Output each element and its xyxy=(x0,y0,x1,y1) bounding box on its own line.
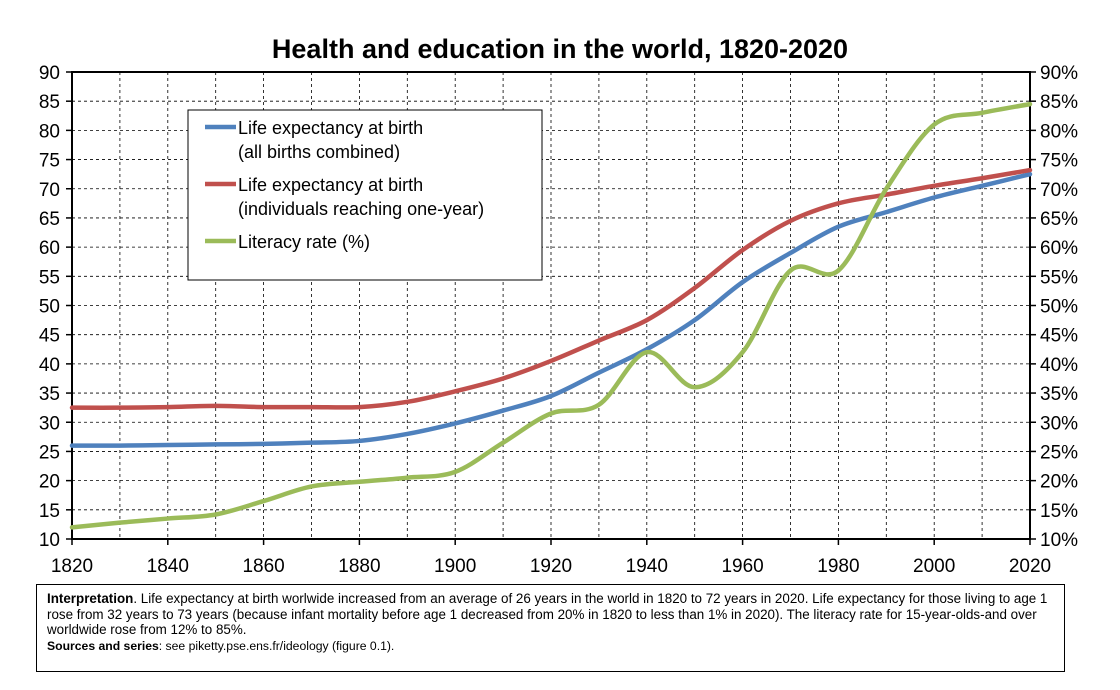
chart-title: Health and education in the world, 1820-… xyxy=(271,34,849,64)
x-tick-label: 1900 xyxy=(434,556,476,577)
y-tick-label-right: 85% xyxy=(1040,92,1078,113)
x-tick-label: 1960 xyxy=(721,556,763,577)
legend-label-sub: (individuals reaching one-year) xyxy=(238,199,484,219)
y-tick-label-left: 35 xyxy=(39,384,60,405)
y-tick-label-left: 50 xyxy=(39,297,60,318)
y-tick-label-right: 40% xyxy=(1040,355,1078,376)
series-line-literacy-rate xyxy=(69,101,1033,530)
y-tick-label-left: 30 xyxy=(39,413,60,434)
chart-svg: 10 15 20 25 30 35 40 45 50 55 60 65 70 75 80 85 90 10% 15%… xyxy=(39,63,1078,577)
sources-text: : see piketty.pse.ens.fr/ideology (figur… xyxy=(158,638,395,653)
interpretation-paragraph: Interpretation. Life expectancy at birth… xyxy=(47,591,1054,638)
y-tick-label-left: 85 xyxy=(39,92,60,113)
y-tick-label-right: 20% xyxy=(1040,472,1078,493)
x-tick-label: 1840 xyxy=(147,556,189,577)
y-tick-label-left: 80 xyxy=(39,121,60,142)
y-tick-label-right: 75% xyxy=(1040,151,1078,172)
y-tick-label-left: 25 xyxy=(39,442,60,463)
legend-label: Life expectancy at birth xyxy=(238,175,423,195)
legend-label: Life expectancy at birth xyxy=(238,118,423,138)
y-tick-label-right: 80% xyxy=(1040,121,1078,142)
interpretation-label: Interpretation xyxy=(47,591,134,606)
y-tick-label-left: 75 xyxy=(39,151,60,172)
x-tick-label: 2020 xyxy=(1009,556,1051,577)
legend-label-sub: (all births combined) xyxy=(238,142,400,162)
series-layer xyxy=(69,101,1033,530)
y-tick-label-right: 60% xyxy=(1040,238,1078,259)
y-tick-label-right: 30% xyxy=(1040,413,1078,434)
y-tick-label-right: 50% xyxy=(1040,297,1078,318)
x-tick-label: 1980 xyxy=(817,556,859,577)
y-tick-label-left: 60 xyxy=(39,238,60,259)
y-tick-label-left: 70 xyxy=(39,180,60,201)
sources-label: Sources and series xyxy=(47,638,159,653)
axis-layer: 10 15 20 25 30 35 40 45 50 55 60 65 70 75 80 85 90 10% 15%… xyxy=(39,63,1078,577)
y-tick-label-right: 70% xyxy=(1040,180,1078,201)
y-tick-label-right: 55% xyxy=(1040,267,1078,288)
y-tick-label-left: 90 xyxy=(39,63,60,84)
x-tick-label: 1880 xyxy=(338,556,380,577)
legend-label: Literacy rate (%) xyxy=(238,232,370,252)
x-tick-label: 1940 xyxy=(626,556,668,577)
y-tick-label-right: 45% xyxy=(1040,326,1078,347)
y-tick-label-right: 15% xyxy=(1040,501,1078,522)
y-tick-label-right: 35% xyxy=(1040,384,1078,405)
x-tick-label: 2000 xyxy=(913,556,955,577)
y-tick-label-left: 10 xyxy=(39,530,60,551)
x-tick-label: 1860 xyxy=(242,556,284,577)
y-tick-label-left: 20 xyxy=(39,472,60,493)
y-tick-label-right: 25% xyxy=(1040,442,1078,463)
interpretation-text: . Life expectancy at birth worlwide incr… xyxy=(47,591,1048,638)
series-line-life-expectancy-one-year xyxy=(69,167,1033,410)
y-tick-label-left: 15 xyxy=(39,501,60,522)
x-tick-label: 1920 xyxy=(530,556,572,577)
legend: Life expectancy at birth (all births comb… xyxy=(187,109,543,281)
x-tick-label: 1820 xyxy=(51,556,93,577)
y-tick-label-left: 45 xyxy=(39,326,60,347)
sources-line: Sources and series: see piketty.pse.ens.… xyxy=(47,639,1054,655)
y-tick-label-left: 40 xyxy=(39,355,60,376)
y-tick-label-right: 65% xyxy=(1040,209,1078,230)
y-tick-label-left: 65 xyxy=(39,209,60,230)
y-tick-label-right: 90% xyxy=(1040,63,1078,84)
y-tick-label-left: 55 xyxy=(39,267,60,288)
legend-box xyxy=(187,109,543,281)
y-tick-label-right: 10% xyxy=(1040,530,1078,551)
interpretation-note: Interpretation. Life expectancy at birth… xyxy=(36,584,1065,672)
